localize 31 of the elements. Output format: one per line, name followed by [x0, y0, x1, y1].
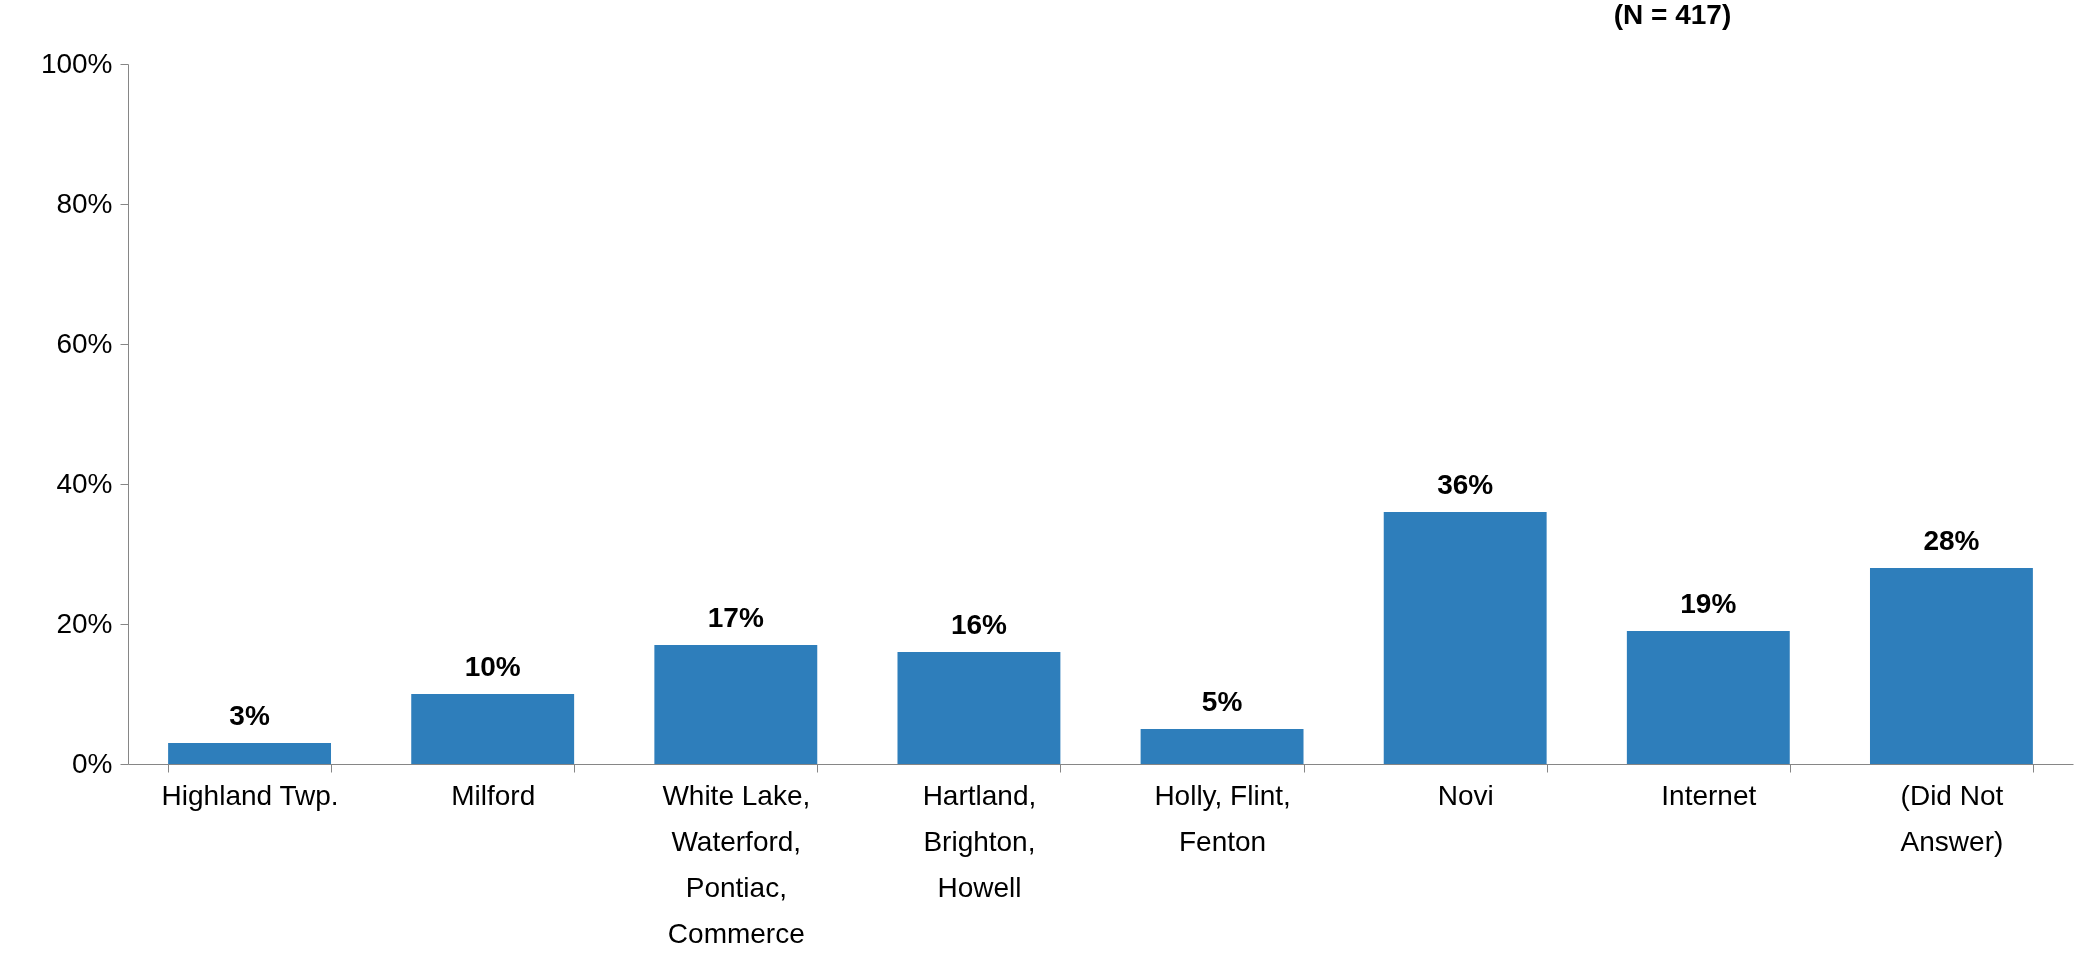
- y-tick-label: 60%: [56, 327, 113, 359]
- data-label: 3%: [229, 700, 270, 731]
- bar: [168, 743, 332, 764]
- x-tick-label: Holly, Flint, Fenton: [1154, 779, 1291, 857]
- data-label: 10%: [464, 651, 521, 682]
- chart-title: (N = 417): [1613, 0, 1732, 30]
- data-label: 36%: [1437, 469, 1494, 500]
- y-tick-label: 40%: [56, 467, 113, 499]
- data-label: 19%: [1680, 588, 1737, 619]
- bar: [1626, 631, 1790, 764]
- data-label: 5%: [1201, 686, 1243, 717]
- x-tick-label: White Lake, Waterford, Pontiac, Commerce: [662, 779, 811, 949]
- y-tick-label: 80%: [56, 187, 113, 219]
- bar: [897, 652, 1061, 764]
- x-tick-label: Hartland, Brighton, Howell: [922, 779, 1037, 903]
- x-tick-label: (Did Not Answer): [1900, 779, 2004, 857]
- data-label: 16%: [950, 609, 1008, 640]
- bar: [1140, 729, 1304, 764]
- data-label: 17%: [707, 602, 764, 633]
- y-tick-label: 0%: [72, 747, 113, 779]
- x-tick-label: Internet: [1661, 779, 1757, 811]
- y-tick-label: 100%: [40, 47, 113, 79]
- x-tick-label: Novi: [1437, 779, 1494, 811]
- bar: [654, 645, 818, 764]
- bar: [1383, 512, 1547, 764]
- y-tick-label: 20%: [56, 607, 113, 639]
- x-tick-label: Highland Twp.: [161, 779, 339, 811]
- bar: [411, 694, 575, 764]
- bar: [1869, 568, 2033, 764]
- data-label: 28%: [1923, 525, 1980, 556]
- x-tick-label: Milford: [451, 779, 536, 811]
